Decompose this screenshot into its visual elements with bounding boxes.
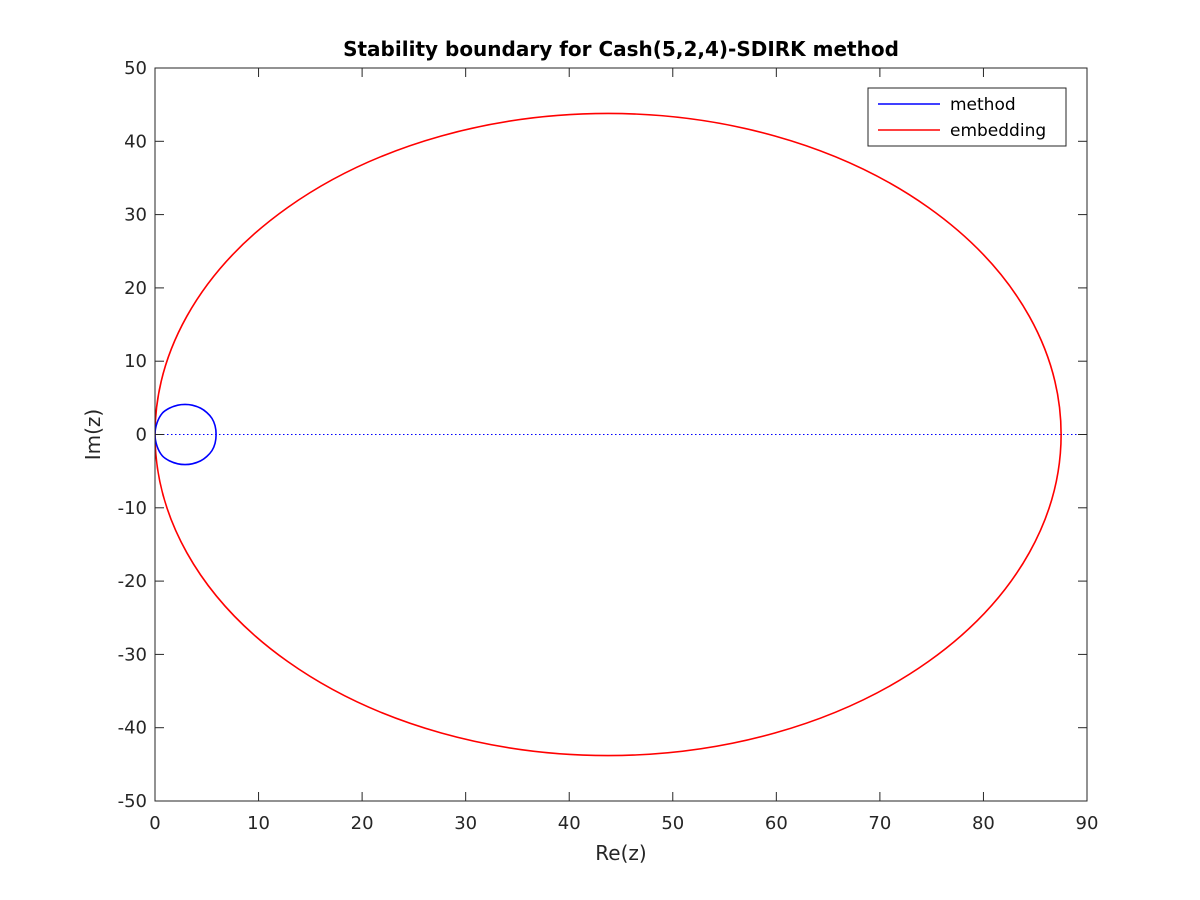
x-tick-label: 20 [351, 813, 374, 834]
x-tick-label: 10 [247, 813, 270, 834]
x-tick-label: 90 [1076, 813, 1099, 834]
y-tick-label: -10 [118, 498, 147, 519]
y-tick-label: 40 [124, 131, 147, 152]
x-tick-label: 40 [558, 813, 581, 834]
tick-layer: 0 10 20 30 40 50 60 70 80 90 -50 -40 -30 -20 -10 0 10 20 3… [118, 58, 1099, 834]
x-axis-label: Re(z) [595, 841, 646, 865]
y-tick-label: 0 [136, 425, 147, 446]
chart-title: Stability boundary for Cash(5,2,4)-SDIRK… [343, 37, 899, 61]
x-tick-label: 30 [454, 813, 477, 834]
y-tick-label: -30 [118, 644, 147, 665]
data-layer [155, 112, 1087, 757]
legend: method embedding [867, 87, 1067, 147]
x-tick-label: 60 [765, 813, 788, 834]
y-axis-label: Im(z) [81, 409, 105, 460]
legend-box [867, 87, 1067, 147]
y-tick-label: 20 [124, 278, 147, 299]
x-tick-label: 80 [972, 813, 995, 834]
legend-label-embedding: embedding [950, 121, 1046, 141]
x-tick-label: 70 [868, 813, 891, 834]
legend-label-method: method [950, 95, 1016, 115]
y-tick-label: 10 [124, 351, 147, 372]
x-tick-label: 50 [661, 813, 684, 834]
y-tick-label: -40 [118, 718, 147, 739]
series-embedding-curve [155, 112, 1062, 757]
y-tick-label: 30 [124, 205, 147, 226]
y-tick-label: -20 [118, 571, 147, 592]
x-tick-label: 0 [149, 813, 160, 834]
y-tick-label: 50 [124, 58, 147, 79]
series-method-curve [155, 403, 217, 466]
y-tick-label: -50 [118, 791, 147, 812]
